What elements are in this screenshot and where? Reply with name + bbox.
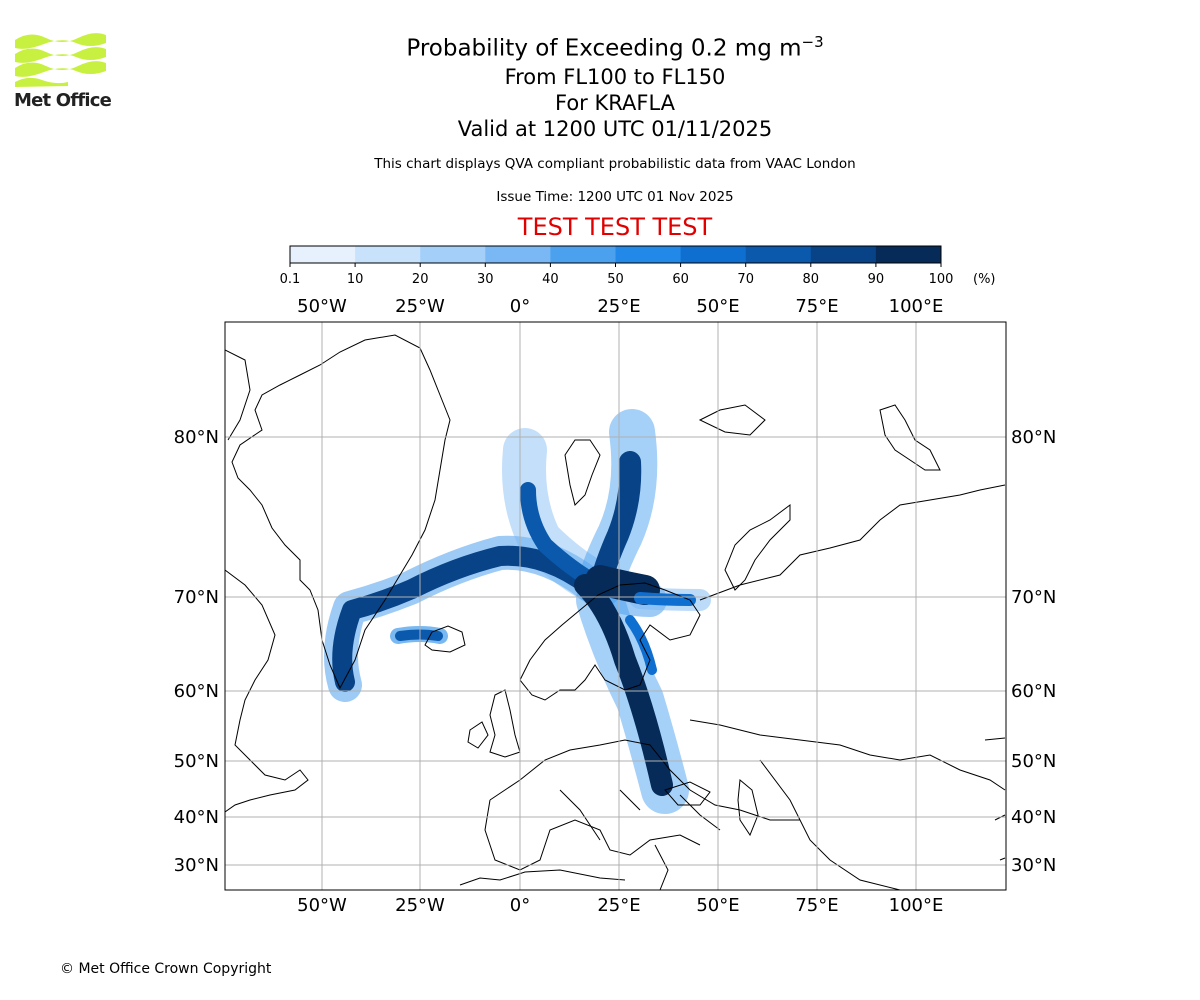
colorbar-frame: [289, 245, 942, 264]
colorbar-tick-label: 70: [737, 272, 754, 287]
volcano-name: For KRAFLA: [555, 90, 675, 115]
colorbar-bin: [355, 246, 421, 263]
colorbar-tick-label: 60: [672, 272, 689, 287]
colorbar-bin: [680, 246, 747, 263]
graticule: [225, 322, 1006, 890]
logo-wordmark: Met Office: [14, 90, 112, 111]
colorbar-tick-label: 40: [542, 272, 559, 287]
longitude-label: 25°W: [395, 296, 445, 317]
latitude-label: 80°N: [1011, 427, 1056, 448]
longitude-label: 50°W: [297, 895, 347, 916]
wave-logo-icon: [15, 33, 106, 87]
latitude-label: 80°N: [174, 427, 219, 448]
test-banner: TEST TEST TEST: [517, 213, 713, 241]
colorbar-tick-label: 20: [412, 272, 429, 287]
latitude-label: 50°N: [174, 751, 219, 772]
issue-time: Issue Time: 1200 UTC 01 Nov 2025: [496, 188, 734, 205]
colorbar-tick-label: 10: [347, 272, 364, 287]
latitude-label: 40°N: [174, 807, 219, 828]
longitude-label: 50°E: [696, 296, 739, 317]
colorbar-bin: [615, 246, 682, 263]
disclaimer: This chart displays QVA compliant probab…: [374, 155, 856, 172]
colorbar-tick-label: 90: [868, 272, 885, 287]
latitude-label: 70°N: [1011, 587, 1056, 608]
latitude-label: 60°N: [174, 681, 219, 702]
latitude-label: 40°N: [1011, 807, 1056, 828]
copyright: © Met Office Crown Copyright: [60, 961, 272, 977]
colorbar-bin: [745, 246, 812, 263]
colorbar-bin: [420, 246, 486, 263]
longitude-label: 25°W: [395, 895, 445, 916]
longitude-label: 75°E: [795, 895, 838, 916]
longitude-label: 25°E: [597, 895, 640, 916]
coastlines: [225, 334, 1006, 890]
colorbar: 0.1 10 20 30 40 50 60 70 80 90 100 (%): [280, 245, 996, 287]
valid-time: Valid at 1200 UTC 01/11/2025: [457, 116, 773, 141]
longitude-label: 75°E: [795, 296, 838, 317]
colorbar-bin: [290, 246, 356, 263]
chart-header: Probability of Exceeding 0.2 mg m−3 From…: [315, 27, 915, 206]
colorbar-bin: [550, 246, 616, 263]
colorbar-tick-label: 30: [477, 272, 494, 287]
chart-title: Probability of Exceeding 0.2 mg m−3: [406, 33, 824, 62]
colorbar-unit: (%): [973, 272, 996, 287]
colorbar-tick-label: 50: [607, 272, 624, 287]
longitude-label: 0°: [510, 296, 530, 317]
ash-plume: [324, 409, 711, 814]
latitude-label: 70°N: [174, 587, 219, 608]
longitude-label: 100°E: [889, 895, 944, 916]
latitude-label: 60°N: [1011, 681, 1056, 702]
colorbar-bin: [810, 246, 877, 263]
latitude-label: 50°N: [1011, 751, 1056, 772]
met-office-logo: Met Office: [14, 30, 112, 112]
longitude-label: 50°W: [297, 296, 347, 317]
map-frame: [224, 321, 1007, 891]
colorbar-tick-label: 100: [929, 272, 954, 287]
colorbar-tick-label: 0.1: [280, 272, 301, 287]
longitude-label: 100°E: [889, 296, 944, 317]
longitude-label: 25°E: [597, 296, 640, 317]
longitude-label: 50°E: [696, 895, 739, 916]
colorbar-bin: [875, 246, 942, 263]
flight-level-range: From FL100 to FL150: [504, 64, 726, 89]
latitude-label: 30°N: [1011, 855, 1056, 876]
colorbar-tick-label: 80: [803, 272, 820, 287]
colorbar-bin: [485, 246, 551, 263]
axis-labels: 50°W 50°W 25°W 25°W 0° 0° 25°E 25°E 50°E 50°E 75°E…: [174, 296, 1057, 916]
longitude-label: 0°: [510, 895, 530, 916]
latitude-label: 30°N: [174, 855, 219, 876]
